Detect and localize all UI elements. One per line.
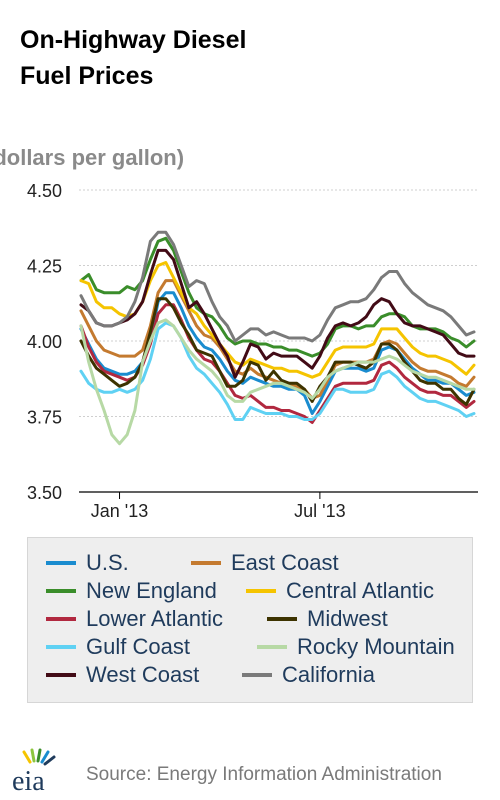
chart-title: On-Highway Diesel Fuel Prices xyxy=(20,22,480,94)
legend-label: East Coast xyxy=(231,550,339,575)
legend-swatch xyxy=(242,673,272,677)
chart-title-line-1: On-Highway Diesel xyxy=(20,26,247,54)
legend-label: Midwest xyxy=(307,606,388,631)
legend-item: Gulf Coast xyxy=(46,634,190,660)
legend-swatch xyxy=(191,561,221,565)
line-chart: 3.50 3.75 4.00 4.25 4.50 Jan '13 Jul '13 (dol… xyxy=(0,145,478,521)
footer: eia Source: Energy Information Administr… xyxy=(0,748,500,800)
legend-item: Midwest xyxy=(267,606,388,632)
x-tick-label: Jul '13 xyxy=(294,501,345,521)
legend-swatch xyxy=(46,673,76,677)
x-tick-label: Jan '13 xyxy=(91,501,148,521)
legend-item: West Coast xyxy=(46,662,199,688)
legend-item: Central Atlantic xyxy=(246,578,434,604)
legend-swatch xyxy=(257,645,287,649)
legend-swatch xyxy=(46,645,76,649)
legend-swatch xyxy=(267,617,297,621)
series-line-central-atlantic xyxy=(79,261,476,379)
legend-label: Rocky Mountain xyxy=(297,634,455,659)
logo-text: eia xyxy=(12,766,45,796)
series-line-new-england xyxy=(79,236,476,358)
chart-series-lines xyxy=(79,230,476,446)
y-tick-label: 3.75 xyxy=(27,408,62,428)
legend-label: California xyxy=(282,662,375,687)
y-axis-label: (dollars per gallon) xyxy=(0,145,184,170)
chart-gridlines xyxy=(79,189,478,493)
legend-swatch xyxy=(46,617,76,621)
series-line-rocky-mountain xyxy=(79,318,476,446)
series-line-california xyxy=(79,230,476,343)
legend-label: Lower Atlantic xyxy=(86,606,223,631)
source-note: Source: Energy Information Administratio… xyxy=(86,764,442,785)
legend-swatch xyxy=(246,589,276,593)
eia-logo-icon: eia xyxy=(12,748,56,796)
legend-item: New England xyxy=(46,578,217,604)
legend-label: New England xyxy=(86,578,217,603)
legend-item: Lower Atlantic xyxy=(46,606,223,632)
legend-item: East Coast xyxy=(191,550,339,576)
series-line-gulf-coast xyxy=(79,321,476,421)
legend-item: Rocky Mountain xyxy=(257,634,455,660)
legend-swatch xyxy=(46,561,76,565)
legend-label: Gulf Coast xyxy=(86,634,190,659)
y-tick-label: 4.00 xyxy=(27,332,62,352)
x-axis: Jan '13 Jul '13 xyxy=(91,492,346,521)
y-tick-label: 4.50 xyxy=(27,181,62,201)
y-tick-label: 3.50 xyxy=(27,483,62,503)
legend-label: Central Atlantic xyxy=(286,578,434,603)
legend-item: U.S. xyxy=(46,550,129,576)
legend-item: California xyxy=(242,662,375,688)
legend-swatch xyxy=(46,589,76,593)
chart-title-line-2: Fuel Prices xyxy=(20,62,154,90)
y-axis-ticks: 3.50 3.75 4.00 4.25 4.50 xyxy=(27,181,62,503)
y-tick-label: 4.25 xyxy=(27,257,62,277)
legend-label: U.S. xyxy=(86,550,129,575)
series-line-west-coast xyxy=(79,248,476,379)
chart-legend: U.S. East Coast New England Central Atlanti… xyxy=(27,537,473,703)
legend-label: West Coast xyxy=(86,662,200,687)
